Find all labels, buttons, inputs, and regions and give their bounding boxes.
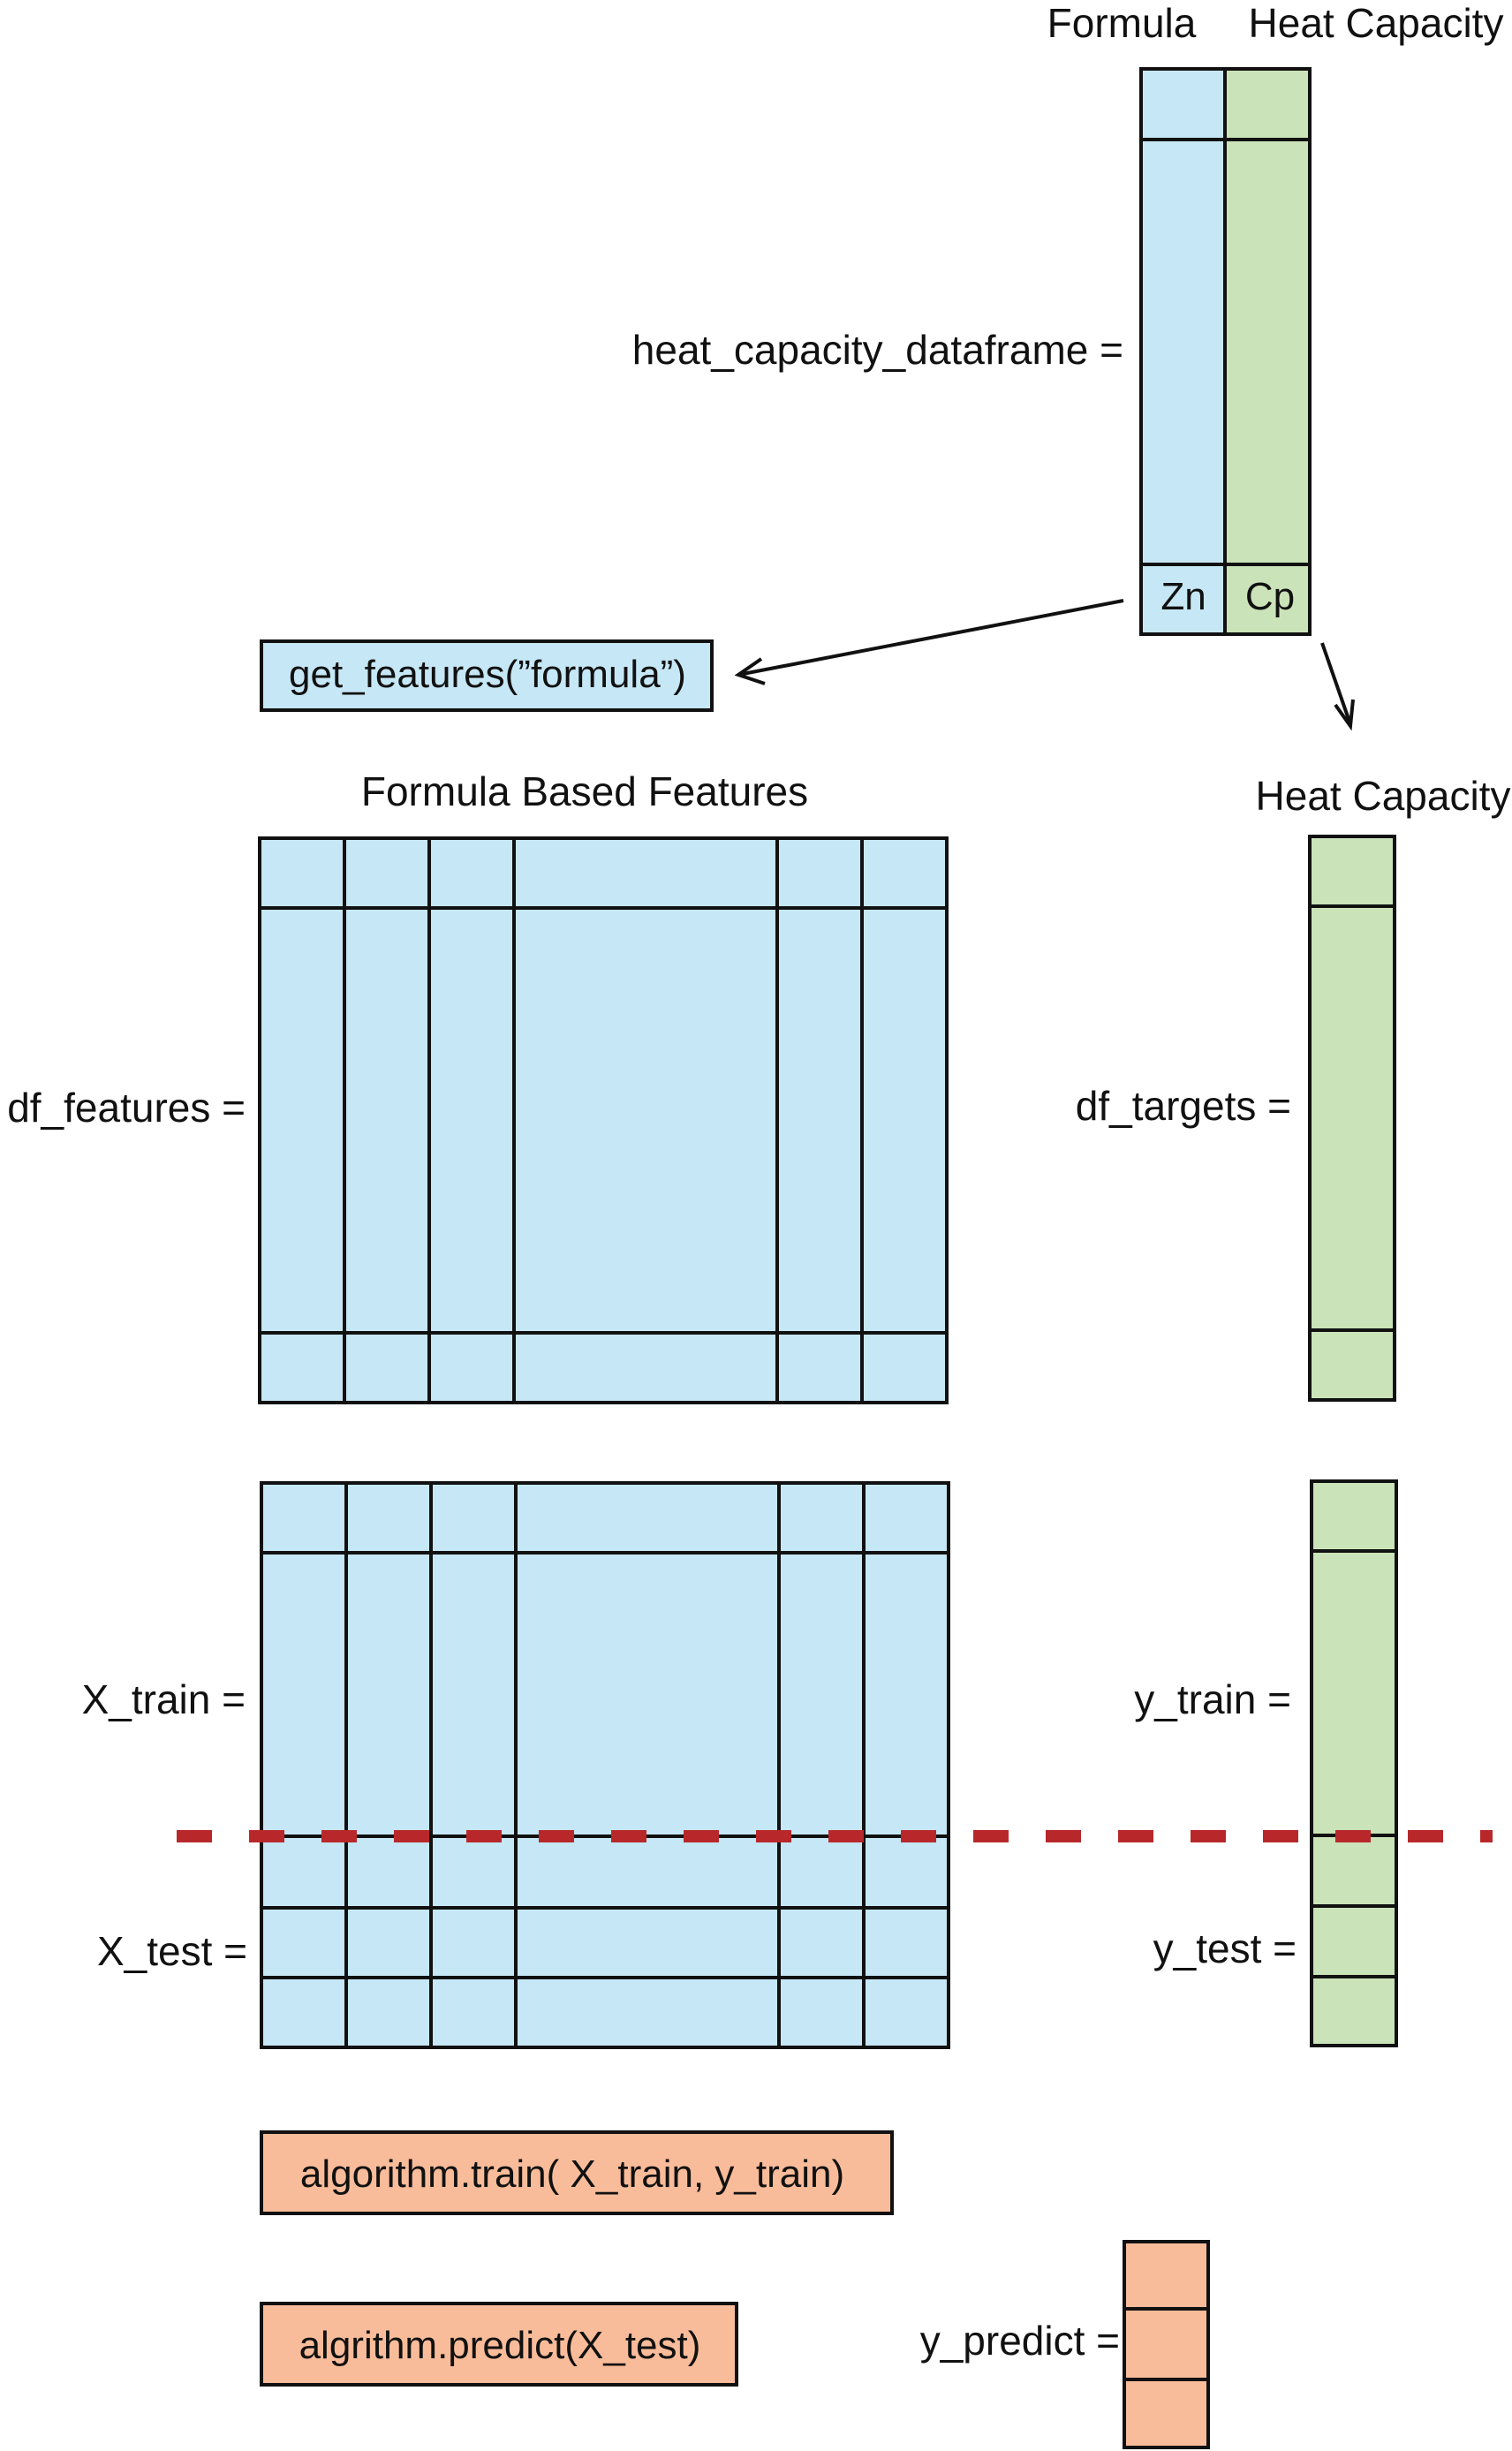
train-call-box [260,2130,894,2215]
df-features-table [258,836,949,1404]
x-test-label: X_test = [97,1928,247,1974]
arrow-to-heat-capacity [1320,642,1355,731]
get-features-box [260,639,714,712]
formula-cell-zn: Zn [1160,575,1206,618]
y-predict-label: y_predict = [920,2318,1120,2364]
heat-capacity-cell-cp: Cp [1245,575,1295,618]
formula-column-header: Formula [1047,0,1197,46]
x-train-label: X_train = [82,1676,246,1722]
train-call: algorithm.train( X_train, y_train) [300,2152,844,2196]
features-title: Formula Based Features [361,768,808,814]
df-targets-table [1308,835,1396,1402]
x-train-test-table [260,1481,950,2049]
heat-capacity-dataframe-label: heat_capacity_dataframe = [632,327,1123,373]
y-train-label: y_train = [1134,1676,1291,1722]
y-test-label: y_test = [1153,1925,1297,1971]
predict-call: algrithm.predict(X_test) [299,2324,701,2367]
arrow-to-get-features [734,599,1124,685]
df-targets-label: df_targets = [1076,1083,1291,1129]
formula-column [1139,67,1227,636]
y-predict-table [1123,2240,1210,2449]
get-features-call: get_features(”formula”) [289,653,686,696]
targets-title: Heat Capacity [1256,773,1511,819]
heat-capacity-column-header: Heat Capacity [1249,0,1504,46]
df-features-label: df_features = [7,1085,246,1131]
predict-call-box [260,2302,738,2387]
y-train-test-table [1310,1479,1398,2047]
heat-capacity-column [1223,67,1312,636]
heat-capacity-dataframe-table [1139,67,1312,636]
